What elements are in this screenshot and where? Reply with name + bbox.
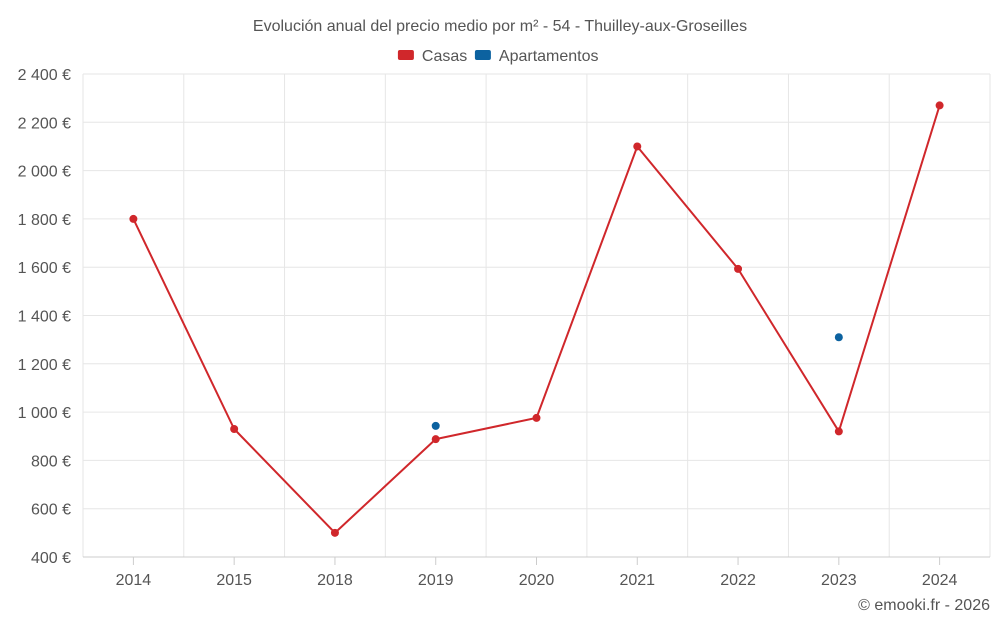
x-tick-label: 2021: [619, 572, 655, 589]
y-tick-label: 400 €: [31, 550, 71, 567]
legend-label-apartamentos[interactable]: Apartamentos: [499, 48, 599, 65]
x-tick-label: 2018: [317, 572, 353, 589]
x-tick-label: 2024: [922, 572, 958, 589]
y-tick-label: 2 200 €: [18, 115, 71, 132]
y-tick-label: 1 600 €: [18, 260, 71, 277]
x-tick-label: 2023: [821, 572, 857, 589]
data-point-casas[interactable]: [633, 142, 642, 151]
data-point-apartamentos[interactable]: [834, 333, 843, 342]
legend-swatch-apartamentos: [474, 50, 491, 60]
y-tick-label: 1 200 €: [18, 357, 71, 374]
y-axis-tick-labels: 400 € 600 € 800 € 1 000 € 1 200 € 1 400 € 1 60…: [18, 67, 71, 567]
y-tick-label: 1 800 €: [18, 212, 71, 229]
x-tick-label: 2014: [116, 572, 152, 589]
chart-title: Evolución anual del precio medio por m² …: [253, 18, 747, 35]
series-points: [129, 101, 944, 537]
data-point-casas[interactable]: [431, 435, 440, 444]
data-point-casas[interactable]: [935, 101, 944, 110]
data-point-casas[interactable]: [230, 425, 239, 434]
series-line-casas: [132, 105, 941, 534]
x-tick-label: 2015: [216, 572, 252, 589]
y-tick-label: 2 000 €: [18, 164, 71, 181]
x-axis-tick-labels: 2014 2015 2018 2019 2020 2021 2022 2023 2024: [116, 557, 958, 589]
series-lines: [132, 105, 941, 534]
x-tick-label: 2019: [418, 572, 454, 589]
y-tick-label: 600 €: [31, 502, 71, 519]
x-tick-label: 2020: [519, 572, 555, 589]
y-tick-label: 1 000 €: [18, 405, 71, 422]
data-point-casas[interactable]: [834, 427, 843, 436]
y-tick-label: 1 400 €: [18, 309, 71, 326]
legend-label-casas[interactable]: Casas: [422, 48, 467, 65]
data-point-casas[interactable]: [734, 264, 743, 273]
legend: Casas Apartamentos: [397, 48, 599, 65]
y-tick-label: 2 400 €: [18, 67, 71, 84]
y-tick-label: 800 €: [31, 453, 71, 470]
data-point-casas[interactable]: [330, 528, 339, 537]
y-gridlines: [83, 73, 990, 510]
credit-text: © emooki.fr - 2026: [858, 597, 990, 614]
data-point-casas[interactable]: [532, 413, 541, 422]
legend-swatch-casas: [397, 50, 414, 60]
data-point-casas[interactable]: [129, 214, 138, 223]
data-point-apartamentos[interactable]: [431, 421, 440, 430]
x-tick-label: 2022: [720, 572, 756, 589]
